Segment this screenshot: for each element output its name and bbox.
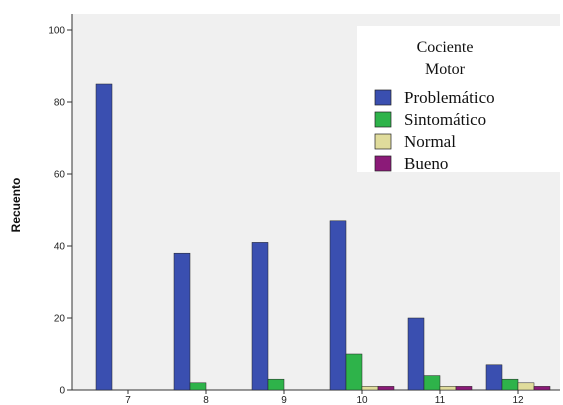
legend-title-line1: Cociente bbox=[417, 39, 474, 56]
legend-swatch-problemático bbox=[374, 89, 392, 106]
bar-problemático-8 bbox=[173, 252, 191, 391]
legend-label-normal: Normal bbox=[404, 132, 456, 151]
legend-swatch-bueno bbox=[374, 155, 392, 172]
bar-bueno-11 bbox=[455, 386, 473, 391]
x-tick-label: 8 bbox=[203, 395, 209, 405]
y-tick-label: 0 bbox=[59, 386, 65, 397]
x-tick-label: 11 bbox=[435, 395, 446, 405]
y-axis-ticks: 0 20 40 60 80 100 bbox=[48, 26, 72, 397]
bar-sintomático-10 bbox=[345, 353, 363, 391]
bar-bueno-12 bbox=[533, 386, 551, 391]
y-tick-label: 40 bbox=[54, 242, 66, 253]
x-tick-label: 10 bbox=[356, 395, 368, 405]
y-tick-label: 80 bbox=[54, 98, 66, 109]
y-axis-title: Recuento bbox=[9, 178, 23, 233]
x-tick-label: 7 bbox=[125, 395, 131, 405]
x-tick-label: 9 bbox=[281, 395, 287, 405]
bar-sintomático-12 bbox=[501, 378, 519, 391]
legend-label-sintomático: Sintomático bbox=[404, 110, 486, 129]
bar-bueno-10 bbox=[377, 386, 395, 391]
bar-problemático-11 bbox=[407, 317, 425, 391]
bar-normal-11 bbox=[439, 386, 457, 391]
y-tick-label: 60 bbox=[54, 170, 66, 181]
bars bbox=[95, 83, 551, 391]
bar-problemático-9 bbox=[251, 242, 269, 391]
legend-label-bueno: Bueno bbox=[404, 154, 448, 173]
bar-problemático-12 bbox=[485, 364, 503, 391]
legend-swatch-sintomático bbox=[374, 111, 392, 128]
y-tick-label: 20 bbox=[54, 314, 66, 325]
bar-normal-10 bbox=[361, 386, 379, 391]
bar-sintomático-8 bbox=[189, 382, 207, 391]
legend-label-problemático: Problemático bbox=[404, 88, 495, 107]
bar-problemático-7 bbox=[95, 83, 113, 391]
y-tick-label: 100 bbox=[48, 26, 65, 37]
bar-sintomático-9 bbox=[267, 378, 285, 391]
bar-sintomático-11 bbox=[423, 375, 441, 391]
legend-swatch-normal bbox=[374, 133, 392, 150]
legend: Cociente Motor Problemático Sintomático No… bbox=[357, 26, 560, 173]
bar-problemático-10 bbox=[329, 220, 347, 391]
x-axis-ticks: 7 8 9 10 11 12 bbox=[125, 390, 524, 405]
legend-title-line2: Motor bbox=[425, 61, 466, 78]
x-tick-label: 12 bbox=[512, 395, 524, 405]
bar-normal-12 bbox=[517, 382, 535, 391]
